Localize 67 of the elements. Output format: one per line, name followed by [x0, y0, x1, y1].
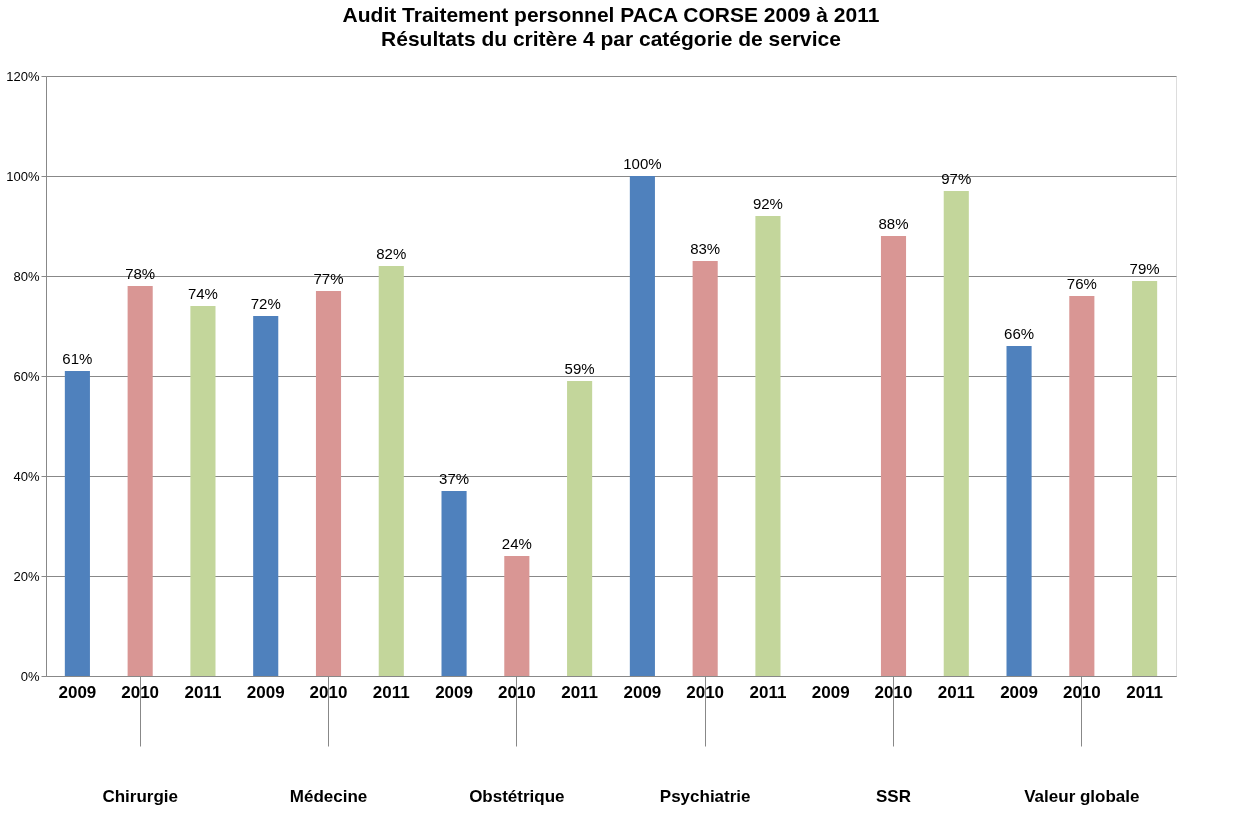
bar	[253, 316, 279, 676]
data-label: 59%	[564, 360, 595, 377]
data-label: 74%	[187, 285, 218, 302]
y-tick-label: 20%	[13, 568, 40, 584]
bar	[1006, 346, 1032, 676]
y-tick-label: 120%	[6, 68, 40, 84]
bar	[692, 261, 718, 676]
data-label: 77%	[313, 270, 344, 287]
data-label: 72%	[250, 295, 281, 312]
text: 2010	[1062, 683, 1101, 702]
text: 2010	[497, 683, 536, 702]
data-label: 82%	[376, 245, 407, 262]
data-label: 37%	[439, 470, 470, 487]
text: 2011	[749, 683, 787, 702]
text: 2009	[58, 683, 97, 702]
bar	[315, 291, 342, 676]
x-tick-label: Valeur globale	[1024, 786, 1140, 806]
text: 2011	[561, 683, 599, 702]
text: 2009	[246, 683, 285, 702]
bar	[943, 191, 969, 676]
bar	[567, 381, 593, 676]
bar	[64, 371, 90, 676]
data-label: 92%	[752, 195, 783, 212]
x-tick-label: Psychiatrie	[659, 786, 751, 806]
bar	[441, 491, 467, 676]
y-tick-label: 60%	[13, 368, 40, 384]
text: 2011	[372, 683, 410, 702]
bar	[880, 236, 907, 676]
data-label: 79%	[1129, 260, 1160, 277]
bar	[127, 286, 153, 676]
text: 2010	[874, 683, 913, 702]
bar	[378, 266, 404, 676]
data-label: 100%	[623, 155, 662, 172]
bar	[1132, 281, 1158, 676]
bar	[755, 216, 781, 676]
text: 2009	[435, 683, 473, 702]
data-label: 78%	[125, 265, 156, 282]
text: 2009	[1000, 683, 1038, 702]
data-label: 83%	[690, 240, 721, 257]
y-tick-label: 80%	[13, 268, 40, 284]
y-tick-label: 40%	[13, 468, 40, 484]
bar	[629, 176, 655, 676]
data-label: 24%	[501, 535, 532, 552]
chart-subtitle: Résultats du critère 4 par catégorie de service	[381, 27, 841, 50]
series-label: 2011	[1126, 683, 1164, 702]
data-label: 76%	[1066, 275, 1097, 292]
bar	[504, 556, 530, 676]
x-tick-label: Chirurgie	[102, 786, 178, 806]
text: 2011	[184, 683, 222, 702]
data-label: 66%	[1004, 325, 1035, 342]
text: 2010	[121, 683, 160, 702]
data-label: 88%	[878, 215, 909, 232]
y-tick-label: 0%	[20, 668, 40, 684]
text: 2011	[937, 683, 975, 702]
x-tick-label: Obstétrique	[469, 786, 565, 806]
bar	[1069, 296, 1095, 676]
data-label: 97%	[941, 170, 972, 187]
x-tick-label: Médecine	[289, 786, 368, 806]
chart-title: Audit Traitement personnel PACA CORSE 2009 à 2011	[342, 3, 880, 26]
series-label: 2009	[623, 683, 662, 702]
bar	[190, 306, 216, 676]
x-tick-label: SSR	[876, 786, 911, 806]
data-label: 61%	[62, 350, 93, 367]
series-label: 2010	[309, 683, 348, 702]
text: 2009	[811, 683, 850, 702]
y-tick-label: 100%	[6, 168, 40, 184]
text: 2010	[686, 683, 725, 702]
